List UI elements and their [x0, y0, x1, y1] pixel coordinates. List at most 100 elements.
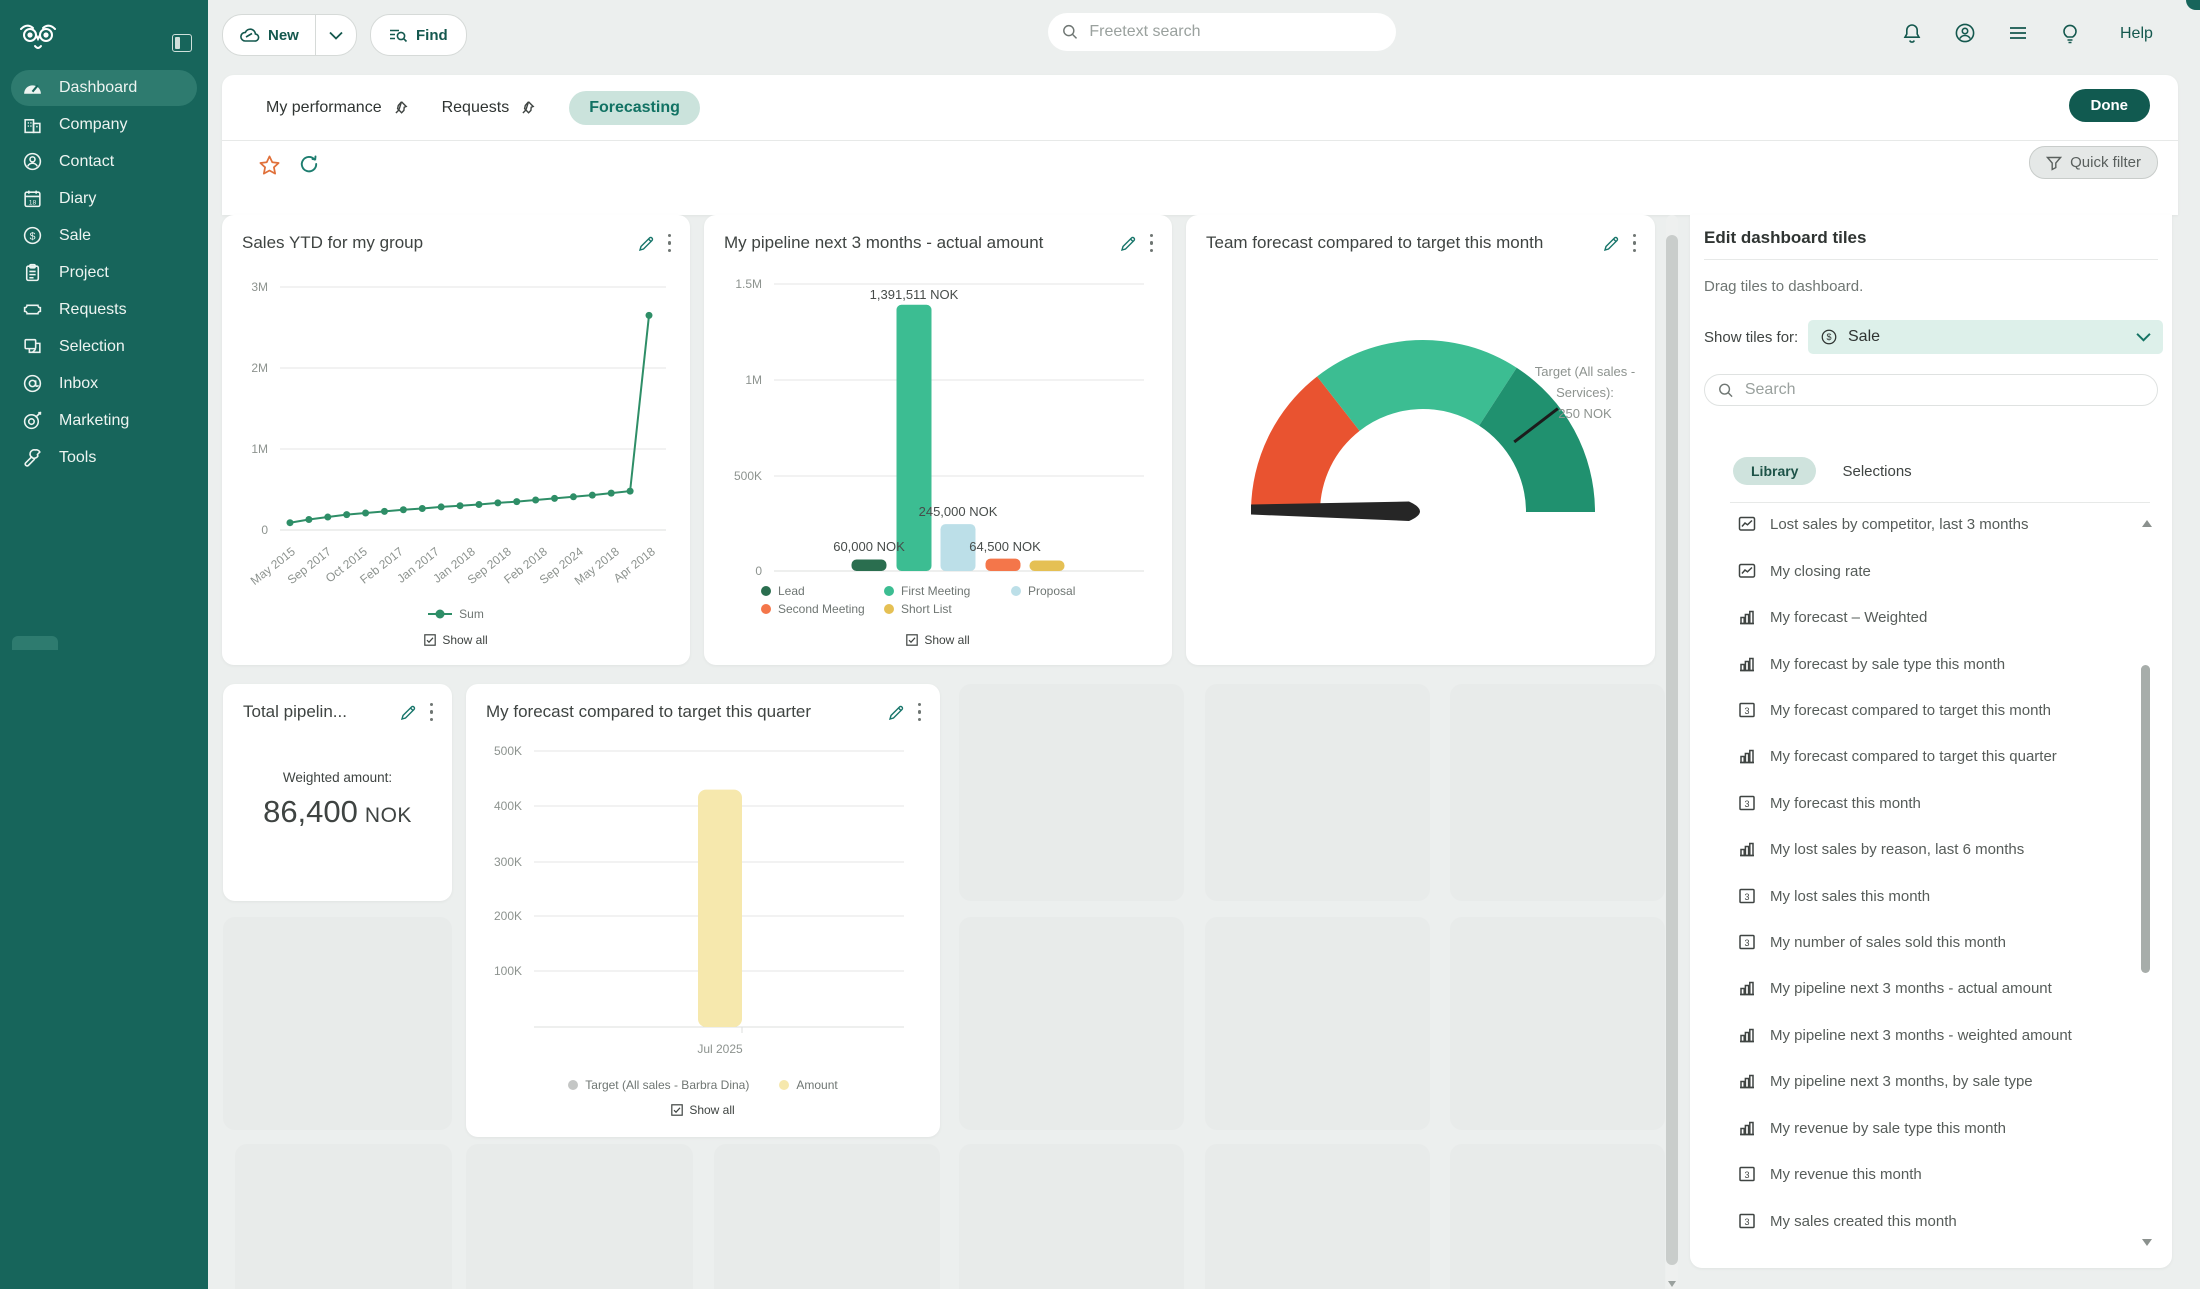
menu-icon[interactable]: [2006, 21, 2030, 45]
tile-total-pipeline[interactable]: Total pipelin... Weighted amount: 86,400…: [223, 684, 452, 901]
tile-forecast-quarter[interactable]: 500K 400K 300K 200K 100K Jul 2025 My for…: [466, 684, 940, 1137]
scrollbar-thumb[interactable]: [1666, 235, 1678, 1265]
sidebar-item-diary[interactable]: 18 Diary: [0, 180, 208, 217]
edit-icon[interactable]: [887, 703, 906, 722]
corner-accent: [2186, 0, 2200, 10]
account-icon[interactable]: [1953, 21, 1977, 45]
sidebar-item-dashboard[interactable]: Dashboard: [11, 70, 197, 106]
tab-selections[interactable]: Selections: [1842, 462, 1912, 480]
list-item[interactable]: 3 My sales created this month: [1738, 1205, 1957, 1237]
empty-tile-slot: [959, 684, 1184, 901]
list-scroll-down-arrow[interactable]: [2142, 1239, 2152, 1246]
sidebar-item-label: Tools: [59, 448, 97, 466]
tab-forecasting[interactable]: Forecasting: [569, 91, 700, 125]
show-all-toggle[interactable]: Show all: [704, 633, 1172, 647]
global-search-input[interactable]: [1087, 22, 1382, 42]
new-button[interactable]: New: [222, 14, 357, 56]
owl-logo[interactable]: [18, 22, 58, 54]
list-item-label: My pipeline next 3 months - actual amoun…: [1770, 979, 2052, 997]
weighted-amount-value: 86,400 NOK: [263, 794, 412, 829]
dashboard-scrollbar[interactable]: [1666, 215, 1678, 1289]
tile-pipeline-actual[interactable]: 1.5M 1M 500K 0 60,000 NOK 1,391,511 NOK …: [704, 215, 1172, 665]
svg-text:64,500 NOK: 64,500 NOK: [969, 539, 1041, 554]
new-dropdown-button[interactable]: [316, 31, 356, 40]
edit-icon[interactable]: [1119, 234, 1138, 253]
list-scroll-up-arrow[interactable]: [2142, 520, 2152, 527]
quick-filter-button[interactable]: Quick filter: [2029, 146, 2158, 179]
sidebar-item-marketing[interactable]: Marketing: [0, 402, 208, 439]
show-all-toggle[interactable]: Show all: [466, 1103, 940, 1117]
panel-search-input[interactable]: [1742, 380, 2144, 400]
sidebar-item-selection[interactable]: Selection: [0, 328, 208, 365]
favorite-star-icon[interactable]: [258, 154, 281, 177]
tab-label: Requests: [441, 99, 510, 116]
kebab-menu-icon[interactable]: [1150, 234, 1154, 252]
panel-search[interactable]: [1704, 374, 2158, 406]
quick-filter-label: Quick filter: [2070, 154, 2141, 171]
bell-icon[interactable]: [1900, 21, 1924, 45]
tile-title: Total pipelin...: [243, 702, 347, 721]
number-tile-icon: 3: [1739, 1166, 1755, 1182]
sidebar-item-tools[interactable]: Tools: [0, 439, 208, 476]
list-scrollbar-thumb[interactable]: [2141, 665, 2150, 973]
sidebar-collapse-icon[interactable]: [172, 34, 192, 52]
sidebar-item-project[interactable]: Project: [0, 254, 208, 291]
list-item-label: My revenue by sale type this month: [1770, 1119, 2006, 1137]
list-item[interactable]: My forecast – Weighted: [1738, 601, 1927, 633]
tile-sales-ytd[interactable]: 3M 2M 1M 0 May 2015 Sep 2017 Oct 2015 Fe…: [222, 215, 690, 665]
lightbulb-icon[interactable]: [2058, 21, 2082, 45]
list-item[interactable]: My lost sales by reason, last 6 months: [1738, 833, 2024, 865]
sidebar-item-label: Diary: [59, 189, 97, 207]
line-chart-icon: [1738, 563, 1756, 578]
find-icon: [390, 29, 408, 42]
list-item[interactable]: My revenue by sale type this month: [1738, 1112, 2006, 1144]
svg-text:245,000 NOK: 245,000 NOK: [919, 504, 998, 519]
list-item[interactable]: My closing rate: [1738, 555, 1871, 587]
tab-requests[interactable]: Requests: [442, 99, 536, 117]
list-item[interactable]: My forecast by sale type this month: [1738, 648, 2005, 680]
list-item[interactable]: Lost sales by competitor, last 3 months: [1738, 508, 2028, 540]
forecast-quarter-chart: 500K 400K 300K 200K 100K Jul 2025: [494, 744, 904, 1056]
list-item[interactable]: 3 My revenue this month: [1738, 1158, 1922, 1190]
list-item[interactable]: My pipeline next 3 months, by sale type: [1738, 1065, 2033, 1097]
tile-title: Sales YTD for my group: [242, 233, 424, 252]
kebab-menu-icon[interactable]: [430, 703, 434, 721]
tab-library[interactable]: Library: [1733, 457, 1817, 485]
refresh-icon[interactable]: [298, 154, 320, 176]
empty-tile-slot: [1450, 917, 1665, 1130]
kebab-menu-icon[interactable]: [668, 234, 672, 252]
list-item[interactable]: 3 My lost sales this month: [1738, 880, 1930, 912]
sidebar-item-label: Selection: [59, 337, 125, 355]
tile-team-forecast-gauge[interactable]: Target (All sales - Services): 250 NOK T…: [1186, 215, 1655, 665]
edit-icon[interactable]: [399, 703, 418, 722]
sidebar-item-contact[interactable]: Contact: [0, 143, 208, 180]
kebab-menu-icon[interactable]: [918, 703, 922, 721]
scroll-down-arrow[interactable]: [1668, 1281, 1676, 1287]
list-item[interactable]: 3 My forecast compared to target this mo…: [1738, 694, 2051, 726]
list-item[interactable]: My pipeline next 3 months - actual amoun…: [1738, 972, 2052, 1004]
show-all-label: Show all: [924, 633, 970, 647]
sidebar-item-requests[interactable]: Requests: [0, 291, 208, 328]
sidebar-item-sale[interactable]: $ Sale: [0, 217, 208, 254]
edit-icon[interactable]: [637, 234, 656, 253]
show-all-toggle[interactable]: Show all: [222, 633, 690, 647]
svg-text:250 NOK: 250 NOK: [1558, 406, 1612, 421]
list-item[interactable]: 3 My forecast this month: [1738, 787, 1921, 819]
chevron-down-icon: [329, 31, 343, 40]
help-link[interactable]: Help: [2120, 25, 2153, 42]
list-item[interactable]: My pipeline next 3 months - weighted amo…: [1738, 1019, 2072, 1051]
global-search[interactable]: [1048, 13, 1396, 51]
svg-text:0: 0: [755, 564, 762, 578]
module-select[interactable]: $ Sale: [1808, 320, 2163, 354]
edit-icon[interactable]: [1602, 234, 1621, 253]
find-button[interactable]: Find: [370, 14, 467, 56]
list-item[interactable]: My forecast compared to target this quar…: [1738, 740, 2057, 772]
tab-my-performance[interactable]: My performance: [266, 99, 408, 117]
target-icon: [23, 411, 42, 430]
kebab-menu-icon[interactable]: [1633, 234, 1637, 252]
done-button[interactable]: Done: [2068, 89, 2150, 122]
sidebar-item-inbox[interactable]: Inbox: [0, 365, 208, 402]
sidebar-item-company[interactable]: Company: [0, 106, 208, 143]
list-item[interactable]: 3 My number of sales sold this month: [1738, 926, 2006, 958]
dashboard-icon: [24, 84, 41, 94]
